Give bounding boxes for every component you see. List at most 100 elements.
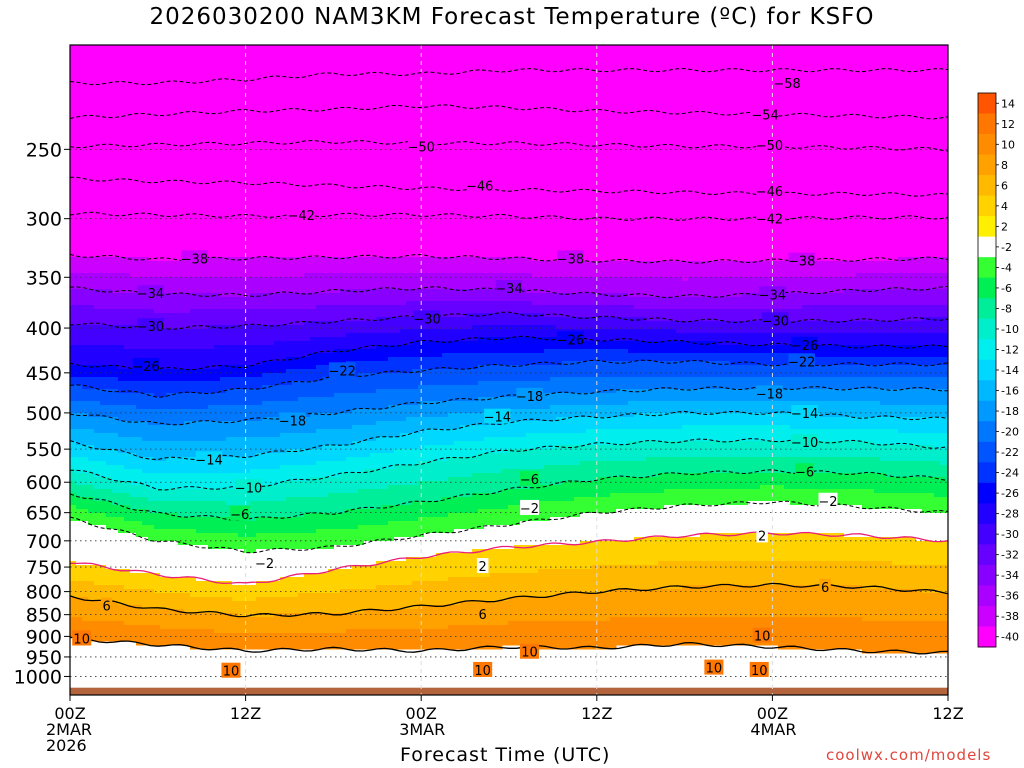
temperature-band-cell [838,401,845,418]
temperature-band-cell [358,489,365,510]
temperature-band-cell [904,389,911,406]
temperature-band-cell [910,289,917,306]
temperature-band-cell [436,401,443,418]
temperature-band-cell [136,605,143,626]
temperature-band-cell [166,593,173,610]
temperature-band-cell [874,305,881,322]
temperature-band-cell [82,377,89,390]
temperature-band-cell [262,597,269,618]
temperature-band-cell [874,289,881,306]
temperature-band-cell [292,325,299,342]
temperature-band-cell [646,401,653,414]
temperature-band-cell [166,349,173,370]
temperature-band-cell [820,305,827,322]
temperature-band-cell [370,489,377,510]
temperature-band-cell [826,473,833,490]
temperature-band-cell [820,293,827,306]
temperature-band-cell [352,273,359,290]
temperature-band-cell [88,429,95,446]
temperature-band-cell [934,45,941,258]
temperature-band-cell [694,441,701,458]
temperature-band-cell [514,325,521,338]
temperature-band-cell [610,349,617,362]
temperature-band-cell [196,421,203,442]
temperature-band-cell [892,621,899,654]
temperature-band-cell [346,457,353,474]
temperature-band-cell [238,309,245,326]
temperature-band-cell [604,329,611,342]
temperature-band-cell [412,417,419,434]
temperature-band-cell [556,393,563,406]
temperature-band-cell [130,589,137,606]
temperature-band-cell [892,357,899,366]
contour-label: −42 [756,213,783,228]
temperature-band-cell [112,585,119,602]
temperature-band-cell [568,445,575,466]
temperature-band-cell [640,389,647,402]
temperature-band-cell [526,365,533,382]
temperature-band-cell [148,501,155,514]
temperature-band-cell [616,493,623,510]
temperature-band-cell [916,417,923,434]
temperature-band-cell [850,277,857,290]
temperature-band-cell [316,513,323,530]
temperature-band-cell [118,621,125,642]
temperature-band-cell [76,273,83,290]
contour-label-bg [235,479,262,495]
temperature-band-cell [814,585,821,618]
temperature-band-cell [130,497,137,510]
temperature-band-cell [394,609,401,630]
temperature-band-cell [928,289,935,306]
temperature-band-cell [304,321,311,342]
temperature-band-cell [658,297,665,310]
contour-label-bg [407,138,435,154]
temperature-band-cell [274,517,281,534]
temperature-band-cell [442,533,449,554]
temperature-band-cell [178,381,185,394]
temperature-band-cell [922,445,929,462]
temperature-band-cell [190,501,197,518]
temperature-band-cell [934,497,941,514]
temperature-band-cell [100,501,107,514]
temperature-band-cell [940,497,947,514]
temperature-band-cell [520,337,527,354]
temperature-band-cell [826,561,833,586]
temperature-band-cell [868,357,875,366]
temperature-band-cell [652,297,659,310]
contour-label: −6 [520,473,539,488]
temperature-band-cell [394,485,401,506]
temperature-band-cell [586,513,593,542]
temperature-band-cell [922,317,929,334]
temperature-band-cell [760,333,767,346]
temperature-band-cell [928,417,935,434]
temperature-band-cell [856,357,863,366]
temperature-band-cell [364,305,371,322]
temperature-band-cell [634,617,641,646]
temperature-band-cell [508,469,515,490]
temperature-band-cell [520,325,527,338]
temperature-band-cell [526,313,533,326]
temperature-band-cell [730,401,737,414]
temperature-band-cell [424,329,431,342]
temperature-band-cell [670,321,677,330]
temperature-band-cell [784,353,791,366]
temperature-band-cell [472,577,479,602]
temperature-band-cell [214,489,221,502]
temperature-band-cell [700,45,707,262]
temperature-band-cell [424,629,431,650]
temperature-band-cell [208,549,215,582]
temperature-band-cell [112,493,119,506]
temperature-band-cell [226,633,233,650]
temperature-band-cell [100,461,107,478]
temperature-band-cell [88,345,95,366]
temperature-band-cell [328,45,335,258]
temperature-band-cell [910,357,917,366]
temperature-band-cell [112,45,119,258]
temperature-band-cell [592,621,599,650]
temperature-band-cell [796,505,803,534]
temperature-band-cell [682,297,689,310]
temperature-band-cell [274,373,281,386]
temperature-band-cell [640,589,647,618]
temperature-band-cell [484,509,491,526]
temperature-band-cell [880,405,887,418]
